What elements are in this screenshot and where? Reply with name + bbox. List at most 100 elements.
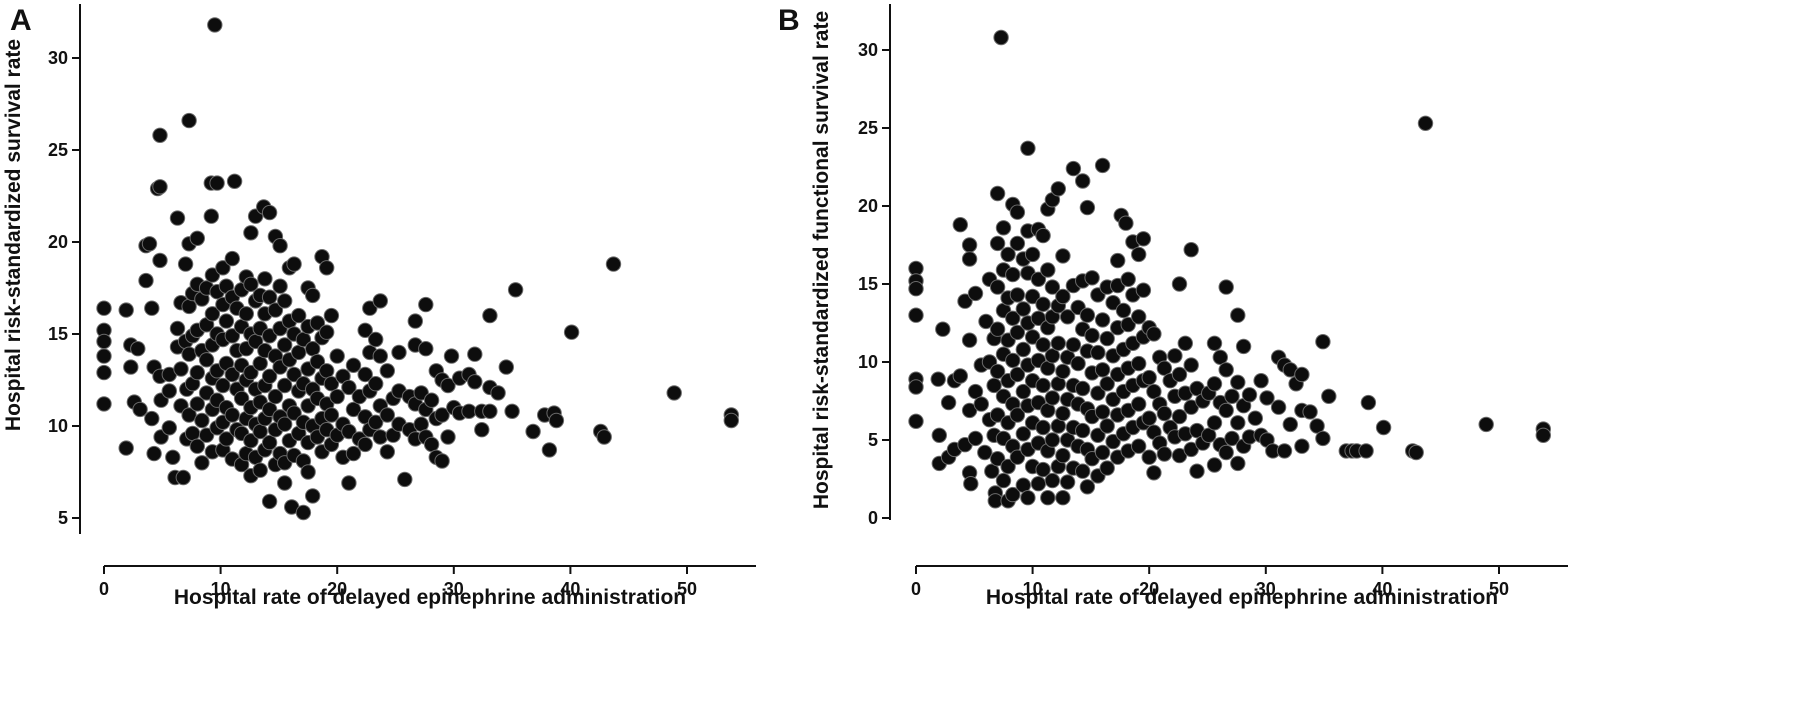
panel-a-point — [341, 423, 357, 440]
panel-b-point — [1020, 140, 1036, 157]
panel-b-point — [987, 493, 1003, 509]
panel-b-point — [1024, 288, 1041, 305]
panel-a-point — [541, 442, 558, 458]
panel-a-y-tick-label: 30 — [48, 48, 68, 68]
panel-a-point — [194, 412, 210, 429]
panel-a-point — [319, 260, 335, 276]
panel-b-point — [1090, 344, 1106, 361]
panel-b-point — [1050, 181, 1067, 197]
panel-a-point — [224, 250, 241, 267]
panel-a-point — [161, 383, 178, 399]
panel-a-point — [261, 289, 278, 305]
panel-a-point — [323, 407, 340, 423]
panel-b-point — [989, 451, 1006, 467]
panel-a-point — [291, 307, 307, 324]
panel-a-point — [144, 300, 160, 316]
panel-b-point — [1358, 443, 1374, 459]
panel-a-point — [194, 455, 210, 471]
panel-b-point — [1141, 410, 1157, 426]
panel-a-point — [138, 272, 154, 289]
panel-b-point — [1059, 309, 1076, 325]
panel-b-point — [1171, 366, 1188, 383]
panel-b-point — [940, 394, 957, 411]
panel-a-point — [666, 385, 682, 401]
panel-b-point — [1044, 390, 1061, 406]
panel-a-point — [189, 438, 206, 454]
panel-b-point — [1230, 415, 1246, 431]
panel-b-point — [1177, 335, 1194, 351]
panel-a-point — [96, 364, 112, 381]
panel-b-point — [1000, 246, 1016, 263]
panel-b-y-tick-label: 5 — [868, 430, 878, 450]
panel-b-point — [1224, 388, 1240, 404]
panel-a-point — [161, 420, 178, 436]
panel-a-point — [169, 210, 186, 226]
panel-b-point — [1218, 279, 1234, 295]
panel-b-point — [908, 281, 924, 297]
panel-b-point — [1135, 282, 1152, 298]
panel-a-point — [357, 322, 373, 338]
panel-a-y-tick-label: 10 — [48, 416, 68, 436]
panel-a-point — [413, 385, 429, 401]
panel-a-point — [238, 306, 255, 322]
panel-b-point — [1206, 457, 1223, 473]
panel-a-point — [418, 341, 434, 357]
panel-b-point — [908, 307, 924, 323]
panel-b-point — [1009, 324, 1026, 341]
panel-b-point — [1015, 341, 1031, 358]
panel-b-point — [1360, 394, 1377, 411]
panel-a-point — [130, 341, 146, 357]
panel-b-point — [908, 379, 924, 395]
panel-b-point — [961, 251, 978, 267]
panel-b-point — [1212, 349, 1229, 365]
panel-a-point — [177, 256, 194, 272]
panel-b-point — [1302, 404, 1318, 420]
panel-b-point — [1294, 366, 1310, 383]
panel-b-point — [1146, 465, 1162, 481]
panel-b-point — [1094, 157, 1111, 174]
panel-b-point — [952, 368, 968, 384]
panel-b-point — [1218, 402, 1234, 419]
panel-b-point — [1009, 449, 1026, 465]
panel-b-point — [1146, 326, 1162, 342]
panel-a-point — [272, 238, 288, 254]
panel-a-point — [189, 364, 206, 381]
panel-a-point — [209, 175, 225, 191]
panel-a-point — [498, 359, 514, 375]
panel-b-y-tick-label: 30 — [858, 40, 878, 60]
panel-a-point — [286, 366, 302, 383]
panel-b-point — [1171, 408, 1188, 425]
panel-b-x-tick-label: 40 — [1372, 579, 1392, 599]
panel-b-point — [1141, 449, 1157, 465]
panel-b-point — [1075, 380, 1091, 397]
panel-b-point — [989, 185, 1006, 202]
panel-a-point — [563, 324, 580, 340]
panel-a-point — [184, 425, 201, 442]
panel-a-point — [319, 324, 335, 340]
panel-a-point — [215, 377, 231, 394]
panel-b-point — [952, 217, 968, 233]
panel-b-point — [1015, 301, 1031, 317]
panel-b-point — [1183, 242, 1199, 258]
panel-b-x-tick-label: 50 — [1489, 579, 1509, 599]
panel-b-point — [967, 285, 984, 302]
panel-a-point — [368, 331, 384, 348]
panel-b-point — [1167, 348, 1183, 364]
panel-a-x-tick-label: 0 — [99, 579, 109, 599]
panel-a-point — [368, 414, 384, 430]
panel-a-point — [525, 423, 541, 440]
panel-b-point — [1055, 363, 1071, 380]
panel-a-point — [372, 429, 388, 445]
panel-b-point — [1020, 490, 1036, 506]
panel-b-point — [931, 427, 947, 443]
panel-a-point — [362, 300, 378, 316]
panel-a-points — [96, 17, 739, 521]
panel-a-y-label: Hospital risk-standardized survival rate — [2, 39, 25, 431]
panel-a-point — [309, 353, 326, 370]
panel-b-point — [1044, 472, 1061, 489]
panel-b-points — [908, 29, 1552, 509]
panel-a-point — [434, 407, 450, 423]
panel-a-point — [482, 307, 498, 324]
panel-b-point — [1035, 337, 1051, 353]
panel-b-point — [1230, 374, 1246, 390]
